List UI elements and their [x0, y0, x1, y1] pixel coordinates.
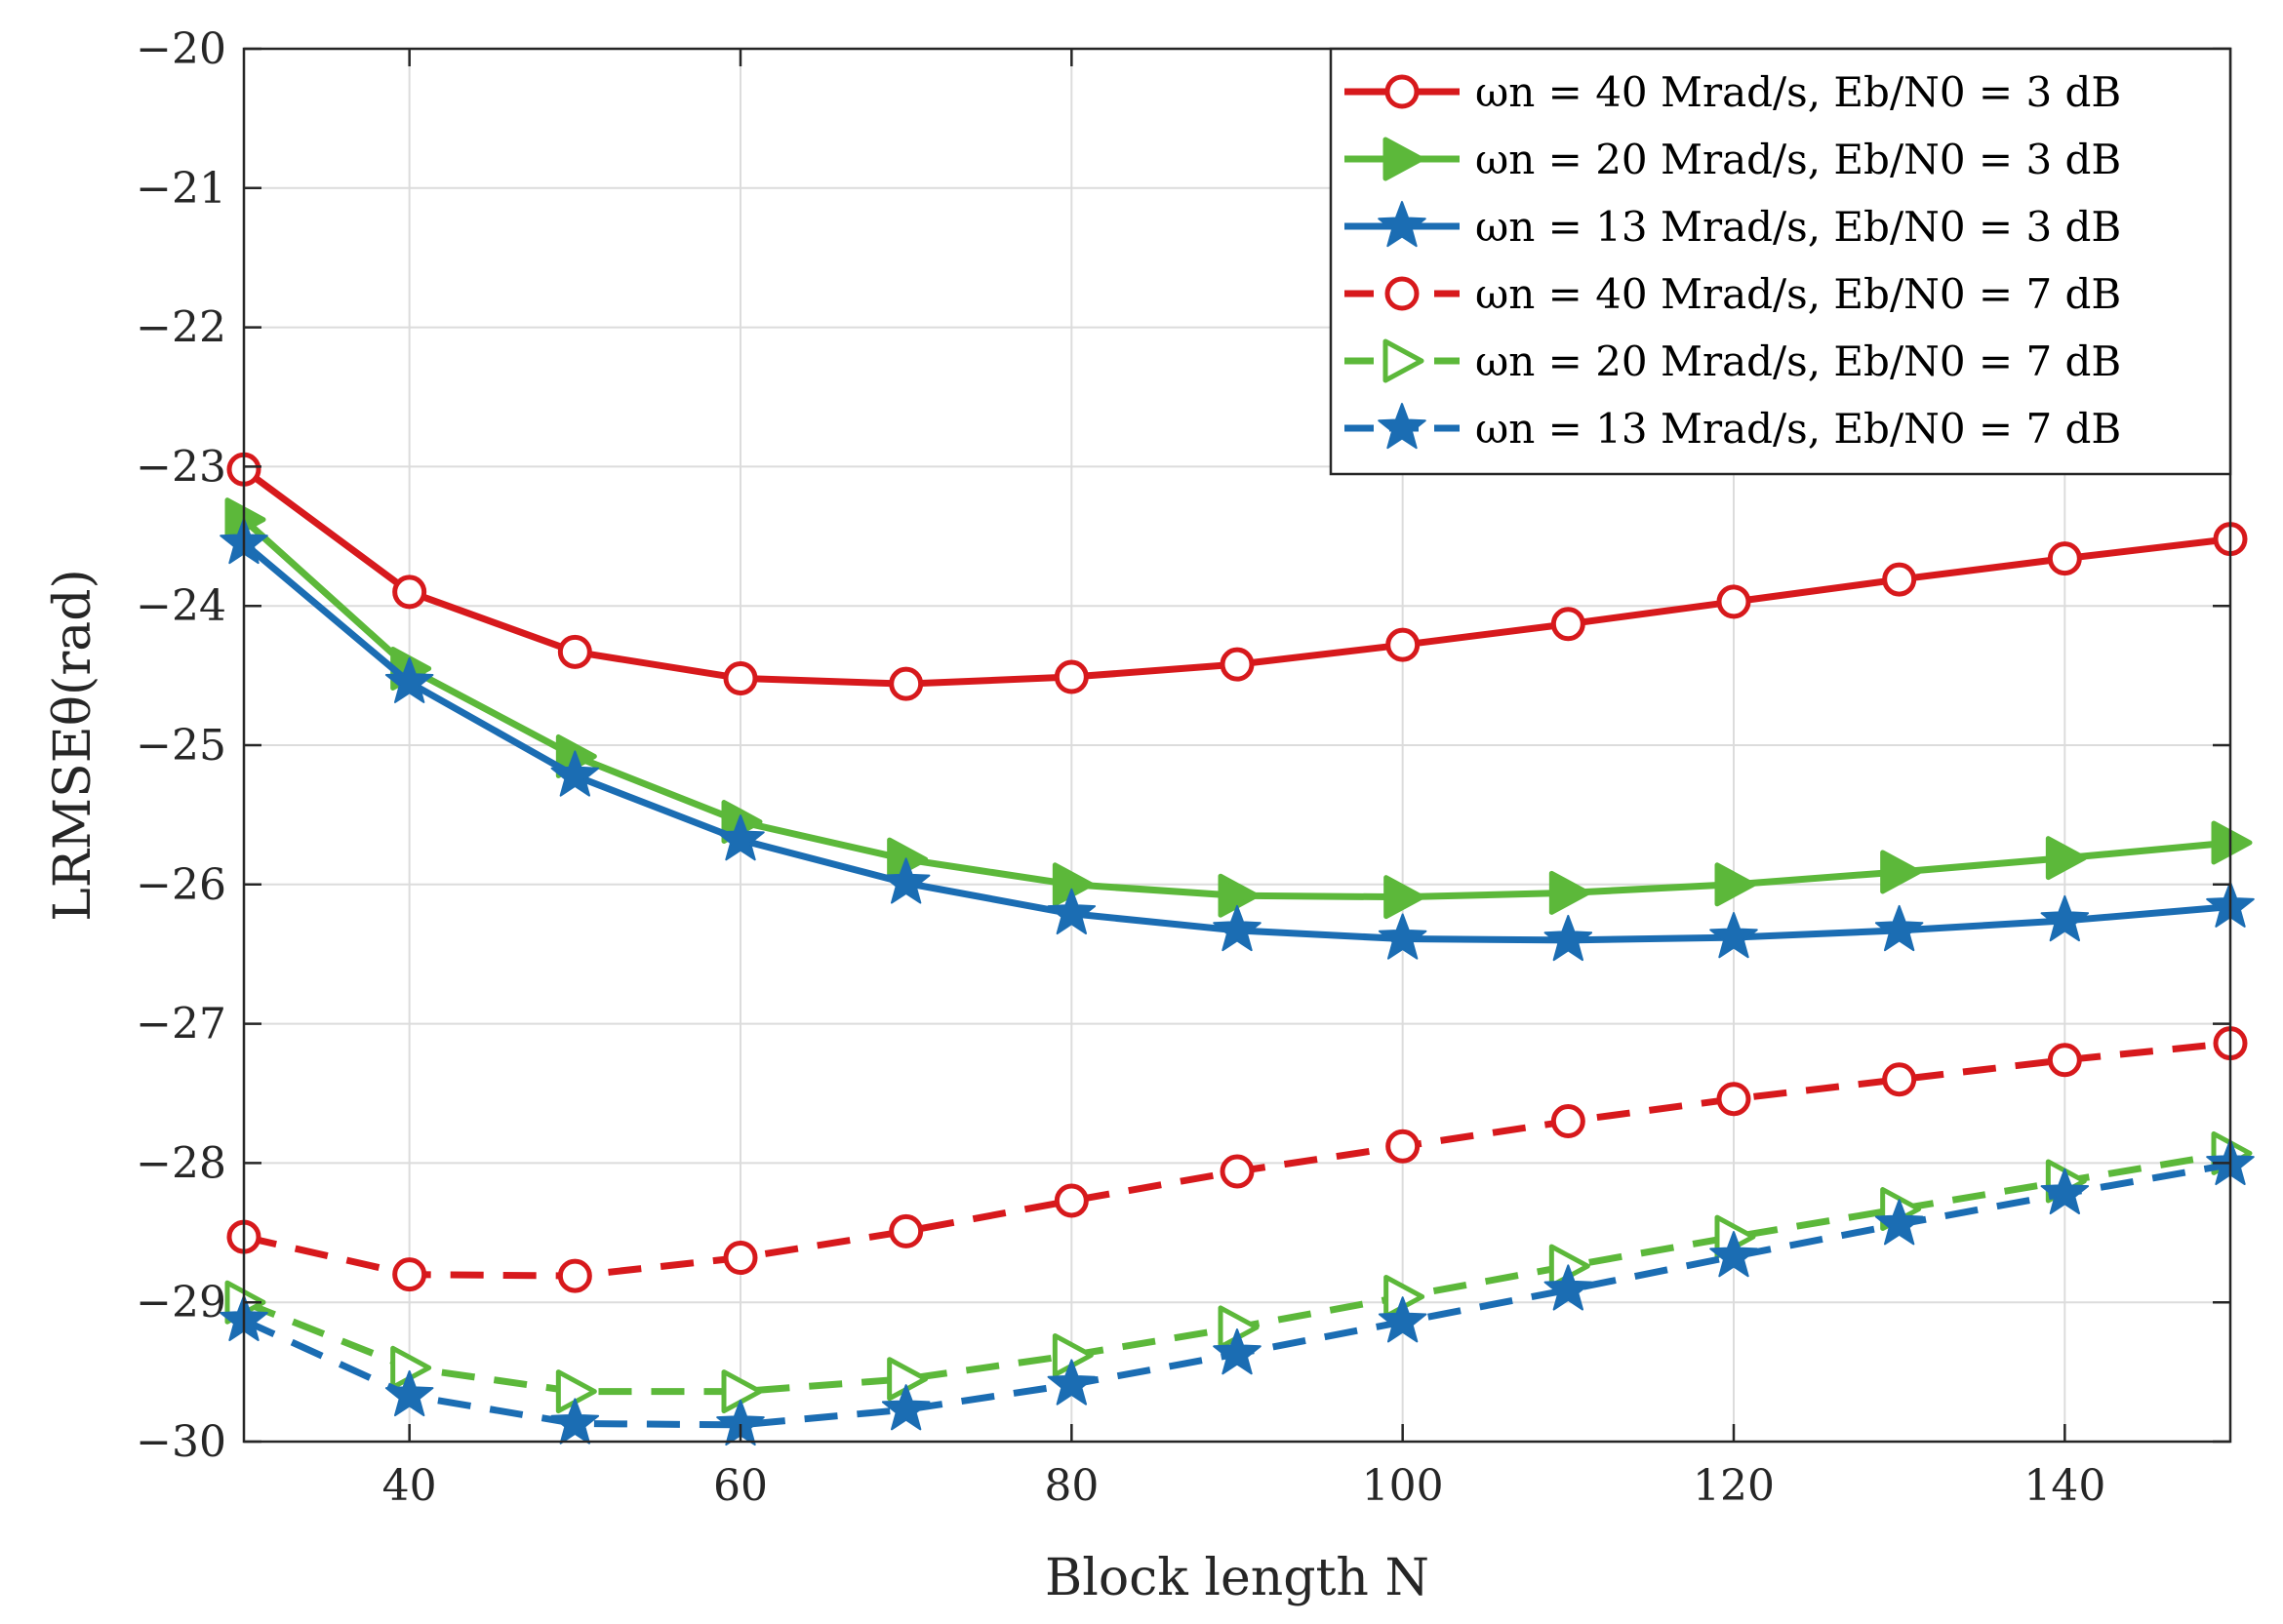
x-tick-label: 40: [382, 1461, 437, 1511]
series-point: [716, 814, 765, 861]
series-point: [1874, 1199, 1924, 1246]
y-tick-label: −22: [136, 303, 226, 353]
series-point: [1543, 914, 1593, 962]
series-point: [1716, 1082, 1751, 1117]
series-point: [1220, 1154, 1255, 1189]
series-point: [384, 656, 434, 703]
x-axis-label: Block length N: [1045, 1549, 1429, 1607]
legend-marker: [1378, 403, 1426, 450]
legend-entry-3: ωn = 13 Mrad/s, Eb/N0 = 3 dB: [1344, 201, 2121, 251]
series-point: [1213, 904, 1262, 952]
series-point: [557, 634, 592, 669]
legend-box: [1329, 47, 2232, 476]
series-point: [1550, 1104, 1585, 1139]
y-tick-label: −20: [136, 24, 226, 74]
series-point: [1218, 873, 1260, 918]
y-tick-label: −23: [136, 442, 226, 492]
series-point: [1054, 1183, 1089, 1218]
series-point: [1047, 888, 1097, 935]
series-point: [392, 1257, 427, 1292]
series-point: [721, 1369, 763, 1414]
series-point: [384, 1369, 434, 1417]
legend-marker: [1384, 74, 1420, 109]
series-point: [889, 1213, 924, 1248]
series-point: [1383, 875, 1425, 920]
series-point: [1220, 647, 1255, 682]
series-point: [881, 857, 931, 904]
x-tick-label: 120: [1693, 1461, 1775, 1511]
series-point: [557, 1258, 592, 1293]
legend-entry-4: ωn = 40 Mrad/s, Eb/N0 = 7 dB: [1344, 270, 2121, 318]
y-tick-label: −26: [136, 860, 226, 910]
series-point: [1716, 584, 1751, 619]
series-point: [2040, 1168, 2090, 1215]
legend-entry-1: ωn = 40 Mrad/s, Eb/N0 = 3 dB: [1344, 68, 2121, 116]
legend-entry-2: ωn = 20 Mrad/s, Eb/N0 = 3 dB: [1344, 136, 2121, 183]
series-1: [226, 452, 2248, 701]
series-point: [1378, 913, 1427, 960]
legend-marker: [1384, 276, 1420, 311]
series-point: [1882, 1062, 1917, 1097]
legend: ωn = 40 Mrad/s, Eb/N0 = 3 dB ωn = 20 Mrad…: [1329, 47, 2232, 476]
x-tick-label: 100: [1362, 1461, 1444, 1511]
series-point: [1548, 870, 1590, 915]
series-6: [220, 1138, 2255, 1446]
plot-series: [220, 452, 2255, 1446]
y-tick-label: −27: [136, 1000, 226, 1050]
legend-marker: [1382, 137, 1424, 181]
series-point: [2211, 820, 2253, 865]
series-point: [1213, 1328, 1262, 1375]
series-point: [550, 1398, 600, 1445]
series-point: [2047, 1043, 2082, 1078]
y-tick-label: −25: [136, 721, 226, 771]
series-3: [220, 517, 2255, 962]
series-point: [392, 574, 427, 610]
series-point: [1880, 850, 1922, 894]
series-point: [1385, 1129, 1421, 1164]
legend-entry-5: ωn = 20 Mrad/s, Eb/N0 = 7 dB: [1344, 337, 2121, 385]
series-point: [1874, 904, 1924, 952]
axes: 40 60 80 100 120 140 −20 −21 −22 −23 −24 −25 −26 −27 −…: [136, 24, 2232, 1511]
y-tick-label: −28: [136, 1138, 226, 1188]
y-tick-label: −30: [136, 1417, 226, 1467]
x-tick-label: 140: [2023, 1461, 2105, 1511]
series-point: [1543, 1264, 1593, 1311]
y-axis-label: LRMSEθ(rad): [44, 569, 102, 922]
legend-label: ωn = 13 Mrad/s, Eb/N0 = 7 dB: [1475, 405, 2121, 453]
series-point: [1709, 912, 1758, 959]
series-point: [1550, 607, 1585, 642]
legend-label: ωn = 20 Mrad/s, Eb/N0 = 3 dB: [1475, 136, 2121, 183]
x-tick-label: 80: [1044, 1461, 1099, 1511]
series-point: [1378, 1296, 1427, 1343]
series-point: [1047, 1359, 1097, 1406]
series-point: [1385, 627, 1421, 662]
series-point: [1054, 659, 1089, 694]
legend-label: ωn = 20 Mrad/s, Eb/N0 = 7 dB: [1475, 337, 2121, 385]
series-point: [2045, 836, 2087, 881]
y-tick-label: −29: [136, 1278, 226, 1327]
y-tick-label: −24: [136, 581, 226, 631]
series-point: [1714, 862, 1756, 907]
legend-marker: [1378, 201, 1426, 248]
series-point: [889, 666, 924, 701]
series-point: [723, 660, 758, 695]
series-point: [2040, 894, 2090, 942]
y-tick-label: −21: [136, 164, 226, 214]
legend-label: ωn = 40 Mrad/s, Eb/N0 = 7 dB: [1475, 270, 2121, 318]
series-point: [550, 750, 600, 797]
series-point: [723, 1241, 758, 1276]
series-point: [881, 1384, 931, 1431]
series-point: [1709, 1231, 1758, 1278]
legend-label: ωn = 40 Mrad/s, Eb/N0 = 3 dB: [1475, 68, 2121, 116]
legend-label: ωn = 13 Mrad/s, Eb/N0 = 3 dB: [1475, 203, 2121, 251]
x-tick-label: 60: [713, 1461, 768, 1511]
series-point: [2047, 541, 2082, 576]
legend-marker: [1382, 338, 1424, 383]
legend-entry-6: ωn = 13 Mrad/s, Eb/N0 = 7 dB: [1344, 403, 2121, 453]
series-point: [1882, 562, 1917, 597]
